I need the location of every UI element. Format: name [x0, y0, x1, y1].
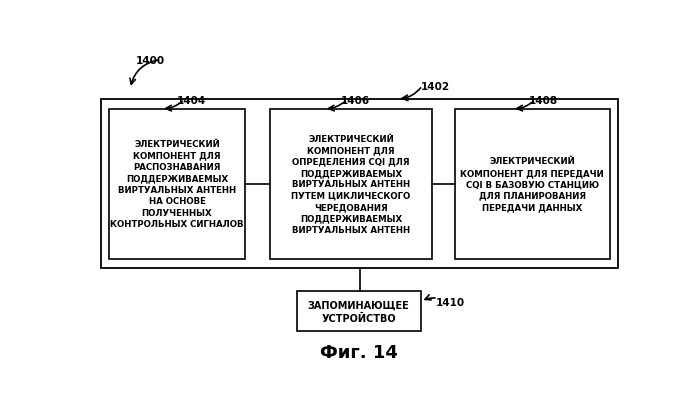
Text: ЭЛЕКТРИЧЕСКИЙ
КОМПОНЕНТ ДЛЯ
РАСПОЗНАВАНИЯ
ПОДДЕРЖИВАЕМЫХ
ВИРТУАЛЬНЫХ АНТЕНН
НА О: ЭЛЕКТРИЧЕСКИЙ КОМПОНЕНТ ДЛЯ РАСПОЗНАВАНИ… [111, 140, 244, 229]
Text: ЭЛЕКТРИЧЕСКИЙ
КОМПОНЕНТ ДЛЯ
ОПРЕДЕЛЕНИЯ CQI ДЛЯ
ПОДДЕРЖИВАЕМЫХ
ВИРТУАЛЬНЫХ АНТЕН: ЭЛЕКТРИЧЕСКИЙ КОМПОНЕНТ ДЛЯ ОПРЕДЕЛЕНИЯ … [291, 134, 411, 235]
Text: 1410: 1410 [436, 297, 466, 307]
Text: ЭЛЕКТРИЧЕСКИЙ
КОМПОНЕНТ ДЛЯ ПЕРЕДАЧИ
CQI В БАЗОВУЮ СТАНЦИЮ
ДЛЯ ПЛАНИРОВАНИЯ
ПЕРЕ: ЭЛЕКТРИЧЕСКИЙ КОМПОНЕНТ ДЛЯ ПЕРЕДАЧИ CQI… [461, 157, 604, 212]
Bar [109, 109, 245, 259]
Text: 1406: 1406 [341, 96, 370, 106]
Text: 1400: 1400 [136, 56, 164, 66]
Bar [270, 109, 433, 259]
Bar [455, 109, 610, 259]
Text: 1408: 1408 [529, 96, 559, 106]
Bar [297, 292, 421, 332]
Text: ЗАПОМИНАЮЩЕЕ
УСТРОЙСТВО: ЗАПОМИНАЮЩЕЕ УСТРОЙСТВО [308, 300, 410, 323]
Text: Фиг. 14: Фиг. 14 [320, 344, 398, 361]
Text: 1404: 1404 [176, 96, 206, 106]
Text: 1402: 1402 [421, 82, 450, 92]
Bar [102, 100, 617, 268]
